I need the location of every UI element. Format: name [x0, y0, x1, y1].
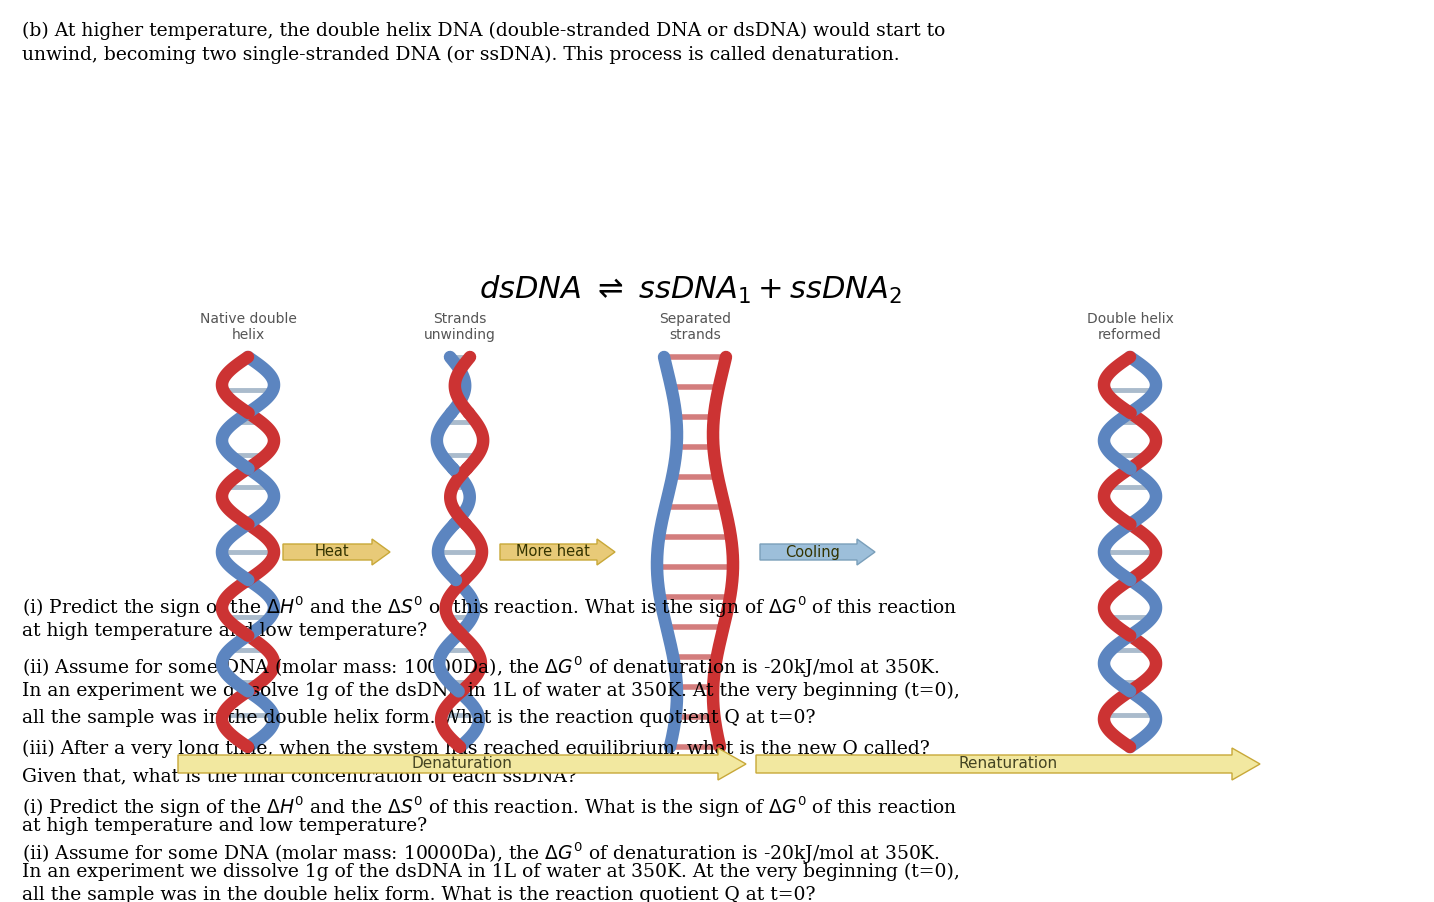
Text: all the sample was in the double helix form. What is the reaction quotient Q at : all the sample was in the double helix f… — [22, 886, 816, 902]
Text: $\mathit{dsDNA}\ \rightleftharpoons\ \mathit{ssDNA}_1 + \mathit{ssDNA}_2$: $\mathit{dsDNA}\ \rightleftharpoons\ \ma… — [479, 274, 902, 306]
Text: Denaturation: Denaturation — [412, 757, 512, 771]
Text: (i) Predict the sign of the $\Delta H^0$ and the $\Delta S^0$ of this reaction. : (i) Predict the sign of the $\Delta H^0$… — [22, 794, 958, 820]
Text: More heat: More heat — [516, 545, 589, 559]
Text: Cooling: Cooling — [784, 545, 840, 559]
Text: Double helix
reformed: Double helix reformed — [1087, 312, 1173, 342]
Text: Renaturation: Renaturation — [958, 757, 1057, 771]
Text: (ii) Assume for some DNA (molar mass: 10000Da), the $\Delta G^0$ of denaturation: (ii) Assume for some DNA (molar mass: 10… — [22, 840, 941, 866]
Polygon shape — [760, 539, 875, 565]
Text: (b) At higher temperature, the double helix DNA (double-stranded DNA or dsDNA) w: (b) At higher temperature, the double he… — [22, 22, 945, 41]
Polygon shape — [756, 748, 1260, 780]
Text: Native double
helix: Native double helix — [199, 312, 297, 342]
Text: (i) Predict the sign of the $\Delta H^0$ and the $\Delta S^0$ of this reaction. : (i) Predict the sign of the $\Delta H^0$… — [22, 595, 958, 621]
Text: all the sample was in the double helix form. What is the reaction quotient Q at : all the sample was in the double helix f… — [22, 709, 816, 727]
Text: In an experiment we dissolve 1g of the dsDNA in 1L of water at 350K. At the very: In an experiment we dissolve 1g of the d… — [22, 682, 959, 700]
Text: Separated
strands: Separated strands — [660, 312, 731, 342]
Polygon shape — [500, 539, 615, 565]
Text: (ii) Assume for some DNA (molar mass: 10000Da), the $\Delta G^0$ of denaturation: (ii) Assume for some DNA (molar mass: 10… — [22, 655, 941, 680]
Polygon shape — [282, 539, 390, 565]
Polygon shape — [178, 748, 746, 780]
Text: Given that, what is the final concentration of each ssDNA?: Given that, what is the final concentrat… — [22, 767, 576, 785]
Text: (iii) After a very long time, when the system has reached equilibrium, what is t: (iii) After a very long time, when the s… — [22, 740, 929, 759]
Text: at high temperature and low temperature?: at high temperature and low temperature? — [22, 622, 427, 640]
Text: In an experiment we dissolve 1g of the dsDNA in 1L of water at 350K. At the very: In an experiment we dissolve 1g of the d… — [22, 863, 959, 881]
Text: Heat: Heat — [314, 545, 348, 559]
Text: at high temperature and low temperature?: at high temperature and low temperature? — [22, 817, 427, 835]
Text: Strands
unwinding: Strands unwinding — [424, 312, 496, 342]
Text: unwind, becoming two single-stranded DNA (or ssDNA). This process is called dena: unwind, becoming two single-stranded DNA… — [22, 46, 899, 64]
